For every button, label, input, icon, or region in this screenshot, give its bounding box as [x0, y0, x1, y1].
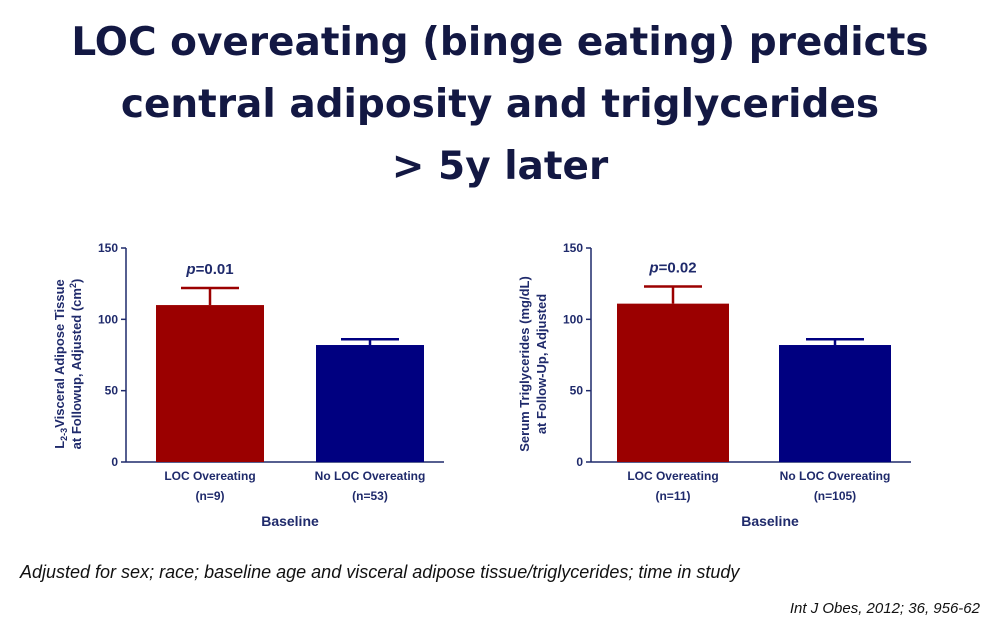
p-value-annotation: p=0.01 [185, 261, 233, 278]
bar [779, 345, 891, 462]
y-tick-label: 150 [98, 241, 118, 255]
y-axis-label-line-2: at Follow-Up, Adjusted [534, 294, 549, 434]
category-labels: LOC Overeating (n=11) No LOC Overeating (n=… [627, 469, 890, 503]
category-labels: LOC Overeating (n=9) No LOC Overeating (n=5… [164, 469, 425, 503]
y-tick-label: 50 [570, 384, 584, 398]
category-label: LOC Overeating [627, 469, 718, 483]
bar [156, 305, 264, 462]
visceral-adipose-chart: L2-3Visceral Adipose Tissue at Followup,… [52, 241, 444, 529]
bar [617, 303, 729, 462]
category-n-label: (n=105) [814, 489, 856, 503]
title-line-3: > 5y later [391, 144, 609, 189]
bars [156, 286, 424, 462]
category-label: No LOC Overeating [780, 469, 891, 483]
y-tick-label: 150 [563, 241, 583, 255]
p-value-annotation: p=0.02 [648, 260, 696, 277]
category-label: No LOC Overeating [315, 469, 426, 483]
bar [316, 345, 424, 462]
triglycerides-chart: Serum Triglycerides (mg/dL) at Follow-Up… [517, 241, 911, 529]
category-n-label: (n=53) [352, 489, 388, 503]
y-axis-label-line-1: Serum Triglycerides (mg/dL) [517, 276, 532, 452]
footnote: Adjusted for sex; race; baseline age and… [20, 562, 740, 582]
bars [617, 285, 891, 462]
title-line-1: LOC overeating (binge eating) predicts [71, 20, 929, 65]
x-axis-label: Baseline [741, 513, 799, 529]
y-axis-label-line-2: at Followup, Adjusted (cm2) [68, 279, 84, 450]
y-tick-label: 0 [111, 455, 118, 469]
category-n-label: (n=9) [195, 489, 224, 503]
category-label: LOC Overeating [164, 469, 255, 483]
y-tick-label: 50 [105, 384, 119, 398]
y-tick-label: 100 [98, 312, 118, 326]
citation: Int J Obes, 2012; 36, 956-62 [789, 600, 980, 617]
slide-title: LOC overeating (binge eating) predicts c… [0, 12, 1000, 198]
y-axis-label-line-1: L2-3Visceral Adipose Tissue [52, 279, 69, 449]
title-line-2: central adiposity and triglycerides [120, 82, 880, 127]
category-n-label: (n=11) [655, 489, 690, 503]
y-tick-label: 0 [576, 455, 583, 469]
x-axis-label: Baseline [261, 513, 319, 529]
y-tick-label: 100 [563, 312, 583, 326]
